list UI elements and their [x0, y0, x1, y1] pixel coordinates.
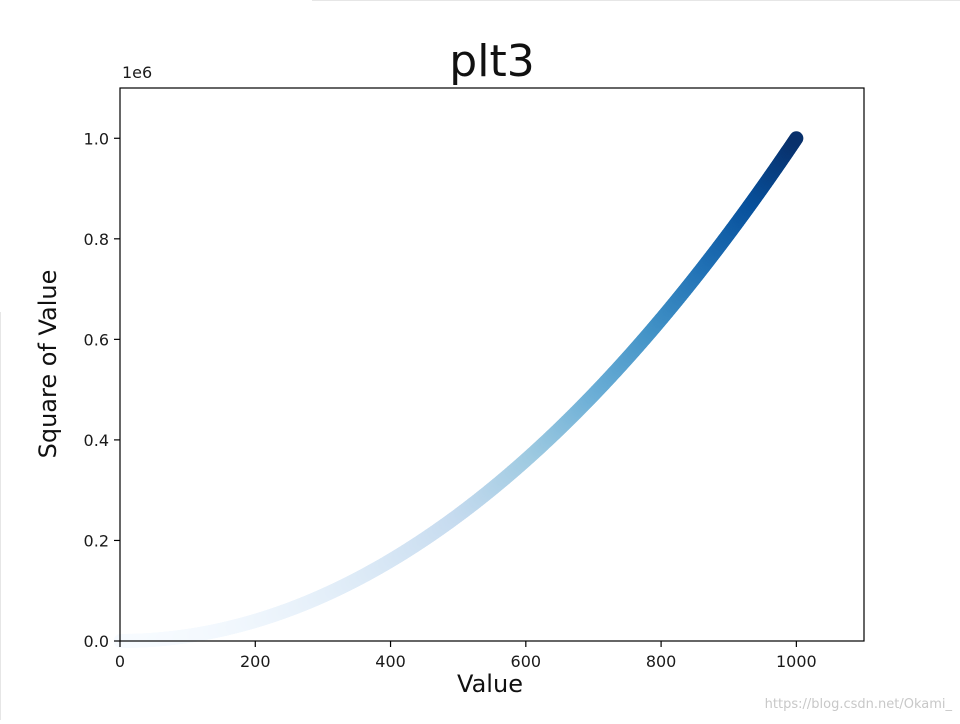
- y-tick-label: 0.2: [84, 531, 109, 550]
- watermark-text: https://blog.csdn.net/Okami_: [765, 697, 953, 712]
- y-axis-offset-label: 1e6: [122, 63, 152, 82]
- x-tick-label: 400: [375, 652, 406, 671]
- x-tick-label: 0: [115, 652, 125, 671]
- y-tick-label: 0.0: [84, 632, 109, 651]
- x-tick-label: 800: [646, 652, 677, 671]
- x-axis-title: Value: [457, 670, 523, 698]
- x-tick-label: 1000: [776, 652, 817, 671]
- y-axis-ticks: 0.0 0.2 0.4 0.6 0.8 1.0: [84, 129, 120, 651]
- y-axis-title: Square of Value: [34, 270, 62, 459]
- scatter-point: [789, 131, 804, 146]
- x-axis-ticks: 0 200 400 600 800 1000: [115, 641, 817, 671]
- plot-area-frame: [119, 87, 865, 642]
- scatter-points: [113, 131, 804, 648]
- x-tick-label: 200: [240, 652, 271, 671]
- x-tick-label: 600: [511, 652, 542, 671]
- y-tick-label: 0.8: [84, 230, 109, 249]
- y-tick-label: 0.4: [84, 431, 109, 450]
- y-tick-label: 1.0: [84, 129, 109, 148]
- chart-title: plt3: [449, 36, 534, 87]
- y-tick-label: 0.6: [84, 330, 109, 349]
